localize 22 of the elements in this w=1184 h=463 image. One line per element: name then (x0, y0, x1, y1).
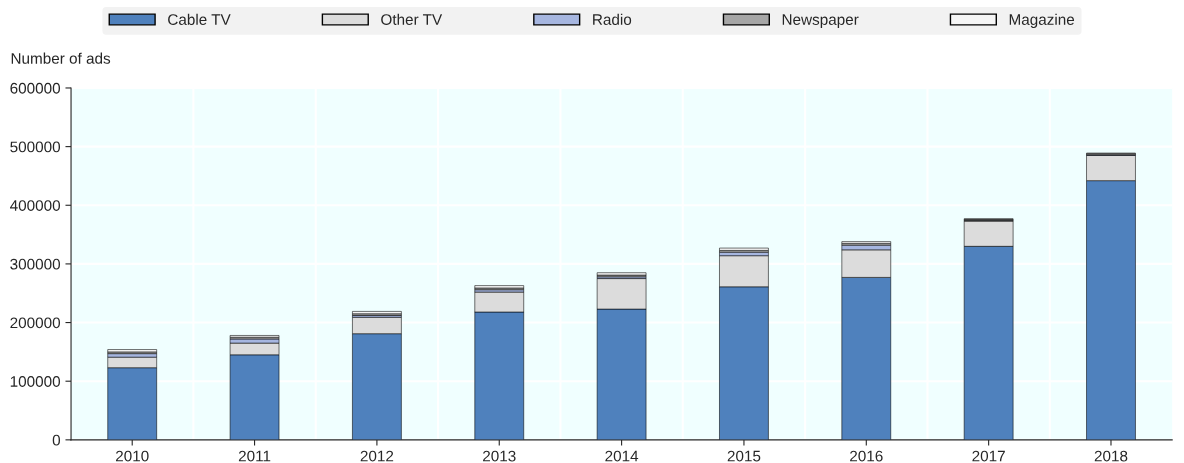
y-axis-title: Number of ads (11, 52, 111, 64)
y-tick-label: 600000 (10, 82, 61, 94)
y-tick-label: 400000 (10, 200, 61, 211)
x-tick-label: 2010 (115, 450, 149, 462)
legend-label: Other TV (381, 13, 443, 25)
x-tick-label: 2018 (1094, 450, 1128, 462)
legend-label: Newspaper (782, 14, 859, 28)
legend-label: Cable TV (168, 13, 231, 25)
x-tick-label: 2014 (605, 450, 639, 462)
legend-label: Radio (593, 13, 632, 25)
x-tick-label: 2017 (972, 450, 1005, 462)
y-tick-label: 300000 (10, 258, 61, 270)
x-tick-label: 2011 (238, 450, 271, 462)
y-tick-label: 100000 (10, 376, 61, 387)
y-tick-label: 200000 (10, 317, 61, 329)
x-tick-label: 2015 (727, 450, 761, 462)
x-tick-label: 2012 (360, 450, 394, 462)
x-tick-label: 2013 (483, 450, 516, 462)
y-tick-label: 0 (52, 434, 61, 446)
x-tick-label: 2016 (850, 450, 883, 462)
y-tick-label: 500000 (10, 141, 61, 153)
legend-label: Magazine (1009, 13, 1075, 28)
